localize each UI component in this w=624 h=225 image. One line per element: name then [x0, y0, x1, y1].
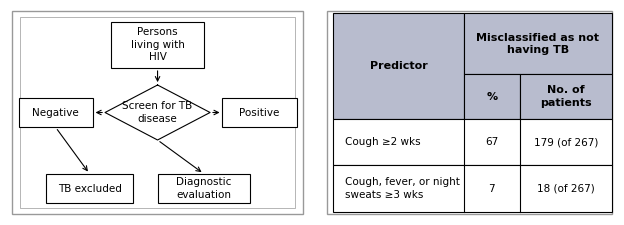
Bar — [222, 98, 296, 127]
Text: 179 (of 267): 179 (of 267) — [534, 137, 598, 147]
Bar — [333, 119, 612, 165]
Text: Persons
living with
HIV: Persons living with HIV — [130, 27, 185, 62]
Text: TB excluded: TB excluded — [57, 184, 122, 194]
Bar — [333, 13, 464, 119]
Text: Predictor: Predictor — [369, 61, 427, 71]
Bar — [111, 22, 204, 68]
Text: Cough, fever, or night
sweats ≥3 wks: Cough, fever, or night sweats ≥3 wks — [345, 178, 460, 200]
Bar — [19, 98, 93, 127]
Bar — [46, 174, 133, 203]
Text: %: % — [486, 92, 497, 102]
Text: 18 (of 267): 18 (of 267) — [537, 184, 595, 194]
Bar — [157, 174, 250, 203]
Text: 67: 67 — [485, 137, 499, 147]
Text: Negative: Negative — [32, 108, 79, 117]
Bar — [464, 74, 520, 119]
Bar — [520, 74, 612, 119]
Bar — [333, 165, 612, 212]
Text: Screen for TB
disease: Screen for TB disease — [122, 101, 193, 124]
Text: Cough ≥2 wks: Cough ≥2 wks — [345, 137, 421, 147]
Text: Misclassified as not
having TB: Misclassified as not having TB — [476, 33, 599, 55]
Text: No. of
patients: No. of patients — [540, 86, 592, 108]
Bar — [20, 17, 295, 208]
Text: Positive: Positive — [239, 108, 280, 117]
Text: 7: 7 — [489, 184, 495, 194]
Bar — [464, 13, 612, 74]
Text: Diagnostic
evaluation: Diagnostic evaluation — [176, 178, 232, 200]
